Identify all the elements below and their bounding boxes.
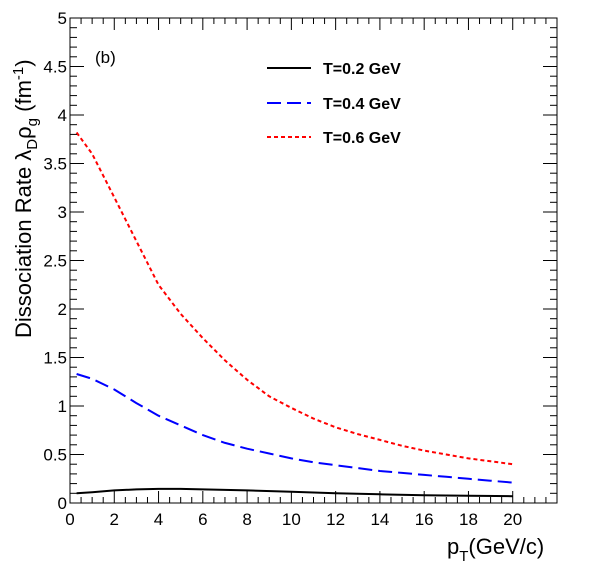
x-axis-title-main: p bbox=[447, 534, 459, 559]
x-tick-label: 2 bbox=[110, 510, 119, 529]
legend-label: T=0.2 GeV bbox=[323, 61, 401, 78]
legend: T=0.2 GeV T=0.4 GeV T=0.6 GeV bbox=[267, 61, 401, 147]
y-axis-title-unit-close: ) bbox=[11, 59, 36, 66]
x-axis-title: pT(GeV/c) bbox=[447, 534, 544, 565]
y-axis-title-unit-open: (fm bbox=[11, 80, 36, 118]
y-axis-title-unit-sup: -1 bbox=[10, 67, 27, 80]
x-tick-label: 10 bbox=[282, 510, 301, 529]
y-tick-label: 2.5 bbox=[43, 252, 67, 271]
y-axis-title-rho-sub: g bbox=[24, 118, 41, 126]
series-group bbox=[75, 131, 513, 498]
x-tick-label: 8 bbox=[242, 510, 251, 529]
y-tick-label: 3.5 bbox=[43, 155, 67, 174]
y-tick-label: 0.5 bbox=[43, 446, 67, 465]
y-tick-label: 4 bbox=[58, 106, 67, 125]
x-axis-title-unit: (GeV/c) bbox=[468, 534, 544, 559]
y-tick-label: 2 bbox=[58, 300, 67, 319]
y-tick-label: 4.5 bbox=[43, 58, 67, 77]
x-tick-label: 16 bbox=[415, 510, 434, 529]
series-line bbox=[76, 487, 513, 498]
y-axis-title-lambda-sub: D bbox=[24, 139, 41, 150]
legend-label: T=0.4 GeV bbox=[323, 96, 401, 113]
y-tick-label: 3 bbox=[58, 203, 67, 222]
x-tick-label: 4 bbox=[154, 510, 163, 529]
series-line bbox=[75, 131, 513, 466]
x-tick-label: 12 bbox=[326, 510, 345, 529]
x-tick-label: 6 bbox=[198, 510, 207, 529]
y-tick-label: 5 bbox=[58, 9, 67, 28]
y-tick-label: 1.5 bbox=[43, 349, 67, 368]
y-tick-label: 1 bbox=[58, 397, 67, 416]
x-tick-label: 18 bbox=[459, 510, 478, 529]
series-line bbox=[76, 373, 513, 484]
x-tick-label: 0 bbox=[65, 510, 74, 529]
x-tick-label: 14 bbox=[370, 510, 389, 529]
y-axis-title: Dissociation Rate λDρg (fm-1) bbox=[10, 59, 41, 338]
y-axis-title-lambda: λ bbox=[11, 150, 36, 161]
y-tick-label: 0 bbox=[58, 494, 67, 513]
panel-label: (b) bbox=[95, 48, 116, 67]
legend-label: T=0.6 GeV bbox=[323, 130, 401, 147]
y-axis-title-text: Dissociation Rate bbox=[11, 161, 36, 338]
y-axis-title-rho: ρ bbox=[11, 126, 36, 139]
x-axis-title-sub: T bbox=[459, 548, 468, 565]
x-tick-label: 20 bbox=[503, 510, 522, 529]
axes-group: 0 2 4 6 8 10 12 14 16 18 20 0 0.5 1 1.5 2 2.5 3 3.5 4 4.5 5 bbox=[43, 9, 558, 529]
